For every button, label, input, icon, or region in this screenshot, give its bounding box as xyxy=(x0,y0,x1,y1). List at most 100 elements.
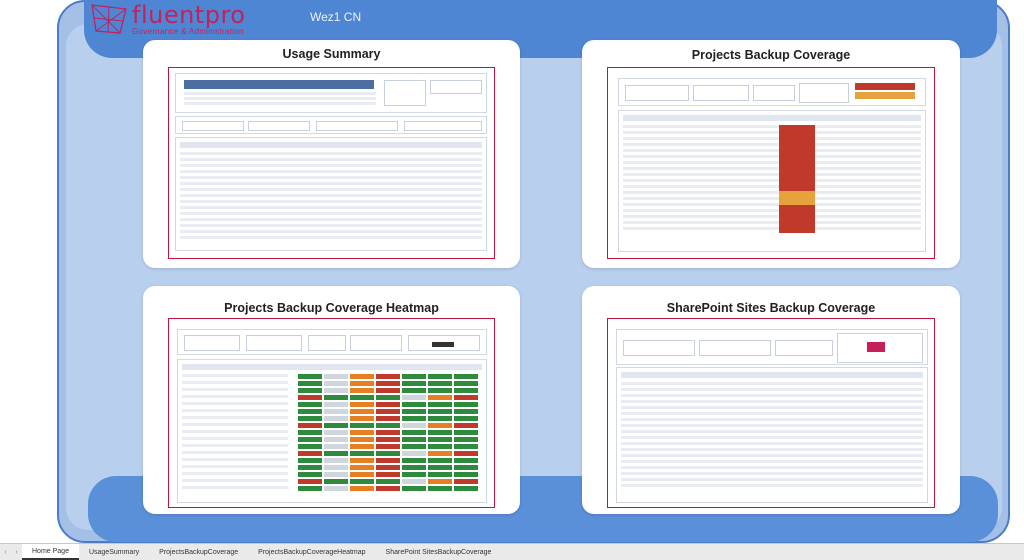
thumbnail-heatmap-cell xyxy=(298,465,322,470)
thumbnail-heatmap-cell xyxy=(298,486,322,491)
thumbnail-heatmap-cell xyxy=(402,479,426,484)
thumbnail-heatmap-cell xyxy=(324,374,348,379)
thumbnail-heatmap-cell xyxy=(298,458,322,463)
thumbnail-heatmap-row-label xyxy=(182,451,288,454)
thumbnail-row xyxy=(623,155,921,158)
thumbnail-heatmap-cell xyxy=(350,395,374,400)
tab-home-page[interactable]: Home Page xyxy=(22,544,79,560)
card-title: Projects Backup Coverage Heatmap xyxy=(224,301,439,315)
thumbnail-row xyxy=(180,224,482,227)
usage-summary-thumbnail xyxy=(168,67,495,259)
thumbnail-heatmap-cell xyxy=(324,437,348,442)
chevron-left-icon[interactable]: ‹ xyxy=(4,548,7,556)
chevron-right-icon[interactable]: › xyxy=(15,548,18,556)
thumbnail-heatmap-cell xyxy=(298,374,322,379)
card-title: SharePoint Sites Backup Coverage xyxy=(666,301,876,315)
thumbnail-row xyxy=(621,454,923,457)
thumbnail-heatmap-cell xyxy=(428,423,452,428)
projects-backup-coverage-heatmap-card[interactable]: Projects Backup Coverage Heatmap xyxy=(143,286,520,514)
thumbnail-heatmap-cell xyxy=(350,465,374,470)
tab-projects-backup-coverage-heatmap[interactable]: ProjectsBackupCoverageHeatmap xyxy=(258,548,366,556)
thumbnail-heatmap-cell xyxy=(376,430,400,435)
thumbnail-heatmap-cell xyxy=(428,381,452,386)
thumbnail-coverage-table xyxy=(618,110,926,252)
thumbnail-heatmap-row-label xyxy=(182,374,288,377)
thumbnail-heatmap-cell xyxy=(298,472,322,477)
thumbnail-heatmap-cell xyxy=(324,409,348,414)
projects-backup-coverage-thumbnail xyxy=(607,67,935,259)
thumbnail-heatmap-cell xyxy=(428,388,452,393)
thumbnail-detail-table xyxy=(175,137,487,251)
tab-usage-summary[interactable]: UsageSummary xyxy=(88,548,140,556)
thumbnail-heatmap-row-label xyxy=(182,430,288,433)
thumbnail-row xyxy=(621,466,923,469)
thumbnail-heatmap-cell xyxy=(454,472,478,477)
thumbnail-heatmap-cell xyxy=(298,437,322,442)
thumbnail-row xyxy=(180,230,482,233)
thumbnail-row xyxy=(180,158,482,161)
thumbnail-heatmap-cell xyxy=(324,388,348,393)
thumbnail-row xyxy=(623,125,921,128)
thumbnail-heatmap-cell xyxy=(298,423,322,428)
thumbnail-heatmap-cell xyxy=(376,458,400,463)
thumbnail-table-header xyxy=(621,372,923,378)
thumbnail-row xyxy=(623,167,921,170)
thumbnail-heatmap-cell xyxy=(402,486,426,491)
sharepoint-sites-backup-coverage-card[interactable]: SharePoint Sites Backup Coverage xyxy=(582,286,960,514)
projects-backup-coverage-card[interactable]: Projects Backup Coverage xyxy=(582,40,960,268)
thumbnail-row xyxy=(180,200,482,203)
thumbnail-filter xyxy=(308,335,346,351)
thumbnail-row xyxy=(621,484,923,487)
thumbnail-heatmap-cell xyxy=(298,402,322,407)
tab-sharepoint-sites-backup-coverage[interactable]: SharePoint SitesBackupCoverage xyxy=(385,548,492,556)
thumbnail-heatmap-cell xyxy=(454,479,478,484)
thumbnail-heatmap-cell xyxy=(376,395,400,400)
thumbnail-filter xyxy=(753,85,795,101)
thumbnail-heatmap-cell xyxy=(376,479,400,484)
thumbnail-filter xyxy=(248,121,310,131)
thumbnail-heatmap-cell xyxy=(324,451,348,456)
thumbnail-row xyxy=(623,203,921,206)
logo-mark-icon xyxy=(91,4,127,34)
heatmap-thumbnail xyxy=(168,318,495,508)
thumbnail-row xyxy=(623,173,921,176)
thumbnail-filters xyxy=(177,329,487,355)
thumbnail-heatmap-row-label xyxy=(182,465,288,468)
thumbnail-row xyxy=(621,412,923,415)
thumbnail-row xyxy=(623,179,921,182)
thumbnail-row xyxy=(180,206,482,209)
thumbnail-row xyxy=(184,97,376,100)
thumbnail-row xyxy=(621,400,923,403)
thumbnail-row xyxy=(623,191,921,194)
brand-logo: fluentpro Governance & Administration xyxy=(90,3,245,37)
thumbnail-heatmap-cell xyxy=(324,472,348,477)
thumbnail-heatmap-cell xyxy=(454,409,478,414)
thumbnail-heatmap-cell xyxy=(402,444,426,449)
thumbnail-row xyxy=(180,218,482,221)
thumbnail-heatmap-cell xyxy=(402,402,426,407)
thumbnail-heatmap-cell xyxy=(350,486,374,491)
thumbnail-heatmap-cell xyxy=(402,437,426,442)
thumbnail-heatmap-cell xyxy=(324,486,348,491)
thumbnail-date-box xyxy=(430,80,482,94)
thumbnail-heatmap-row-label xyxy=(182,409,288,412)
thumbnail-row xyxy=(623,161,921,164)
thumbnail-heatmap-cell xyxy=(376,451,400,456)
thumbnail-row xyxy=(621,424,923,427)
thumbnail-heatmap-cell xyxy=(324,395,348,400)
thumbnail-heatmap-cell xyxy=(350,416,374,421)
thumbnail-heatmap-cell xyxy=(298,388,322,393)
usage-summary-card[interactable]: Usage Summary xyxy=(143,40,520,268)
brand-name: fluentpro xyxy=(132,1,246,29)
thumbnail-heatmap-cell xyxy=(350,388,374,393)
thumbnail-heatmap-cell xyxy=(298,444,322,449)
thumbnail-heatmap-cell xyxy=(350,444,374,449)
thumbnail-heatmap-row-label xyxy=(182,479,288,482)
thumbnail-sites-table xyxy=(616,367,928,503)
thumbnail-heatmap-row-label xyxy=(182,444,288,447)
thumbnail-heatmap-cell xyxy=(324,430,348,435)
tab-projects-backup-coverage[interactable]: ProjectsBackupCoverage xyxy=(159,548,239,556)
thumbnail-status-column xyxy=(779,125,815,233)
thumbnail-heatmap-cell xyxy=(428,430,452,435)
thumbnail-heatmap-cell xyxy=(428,416,452,421)
